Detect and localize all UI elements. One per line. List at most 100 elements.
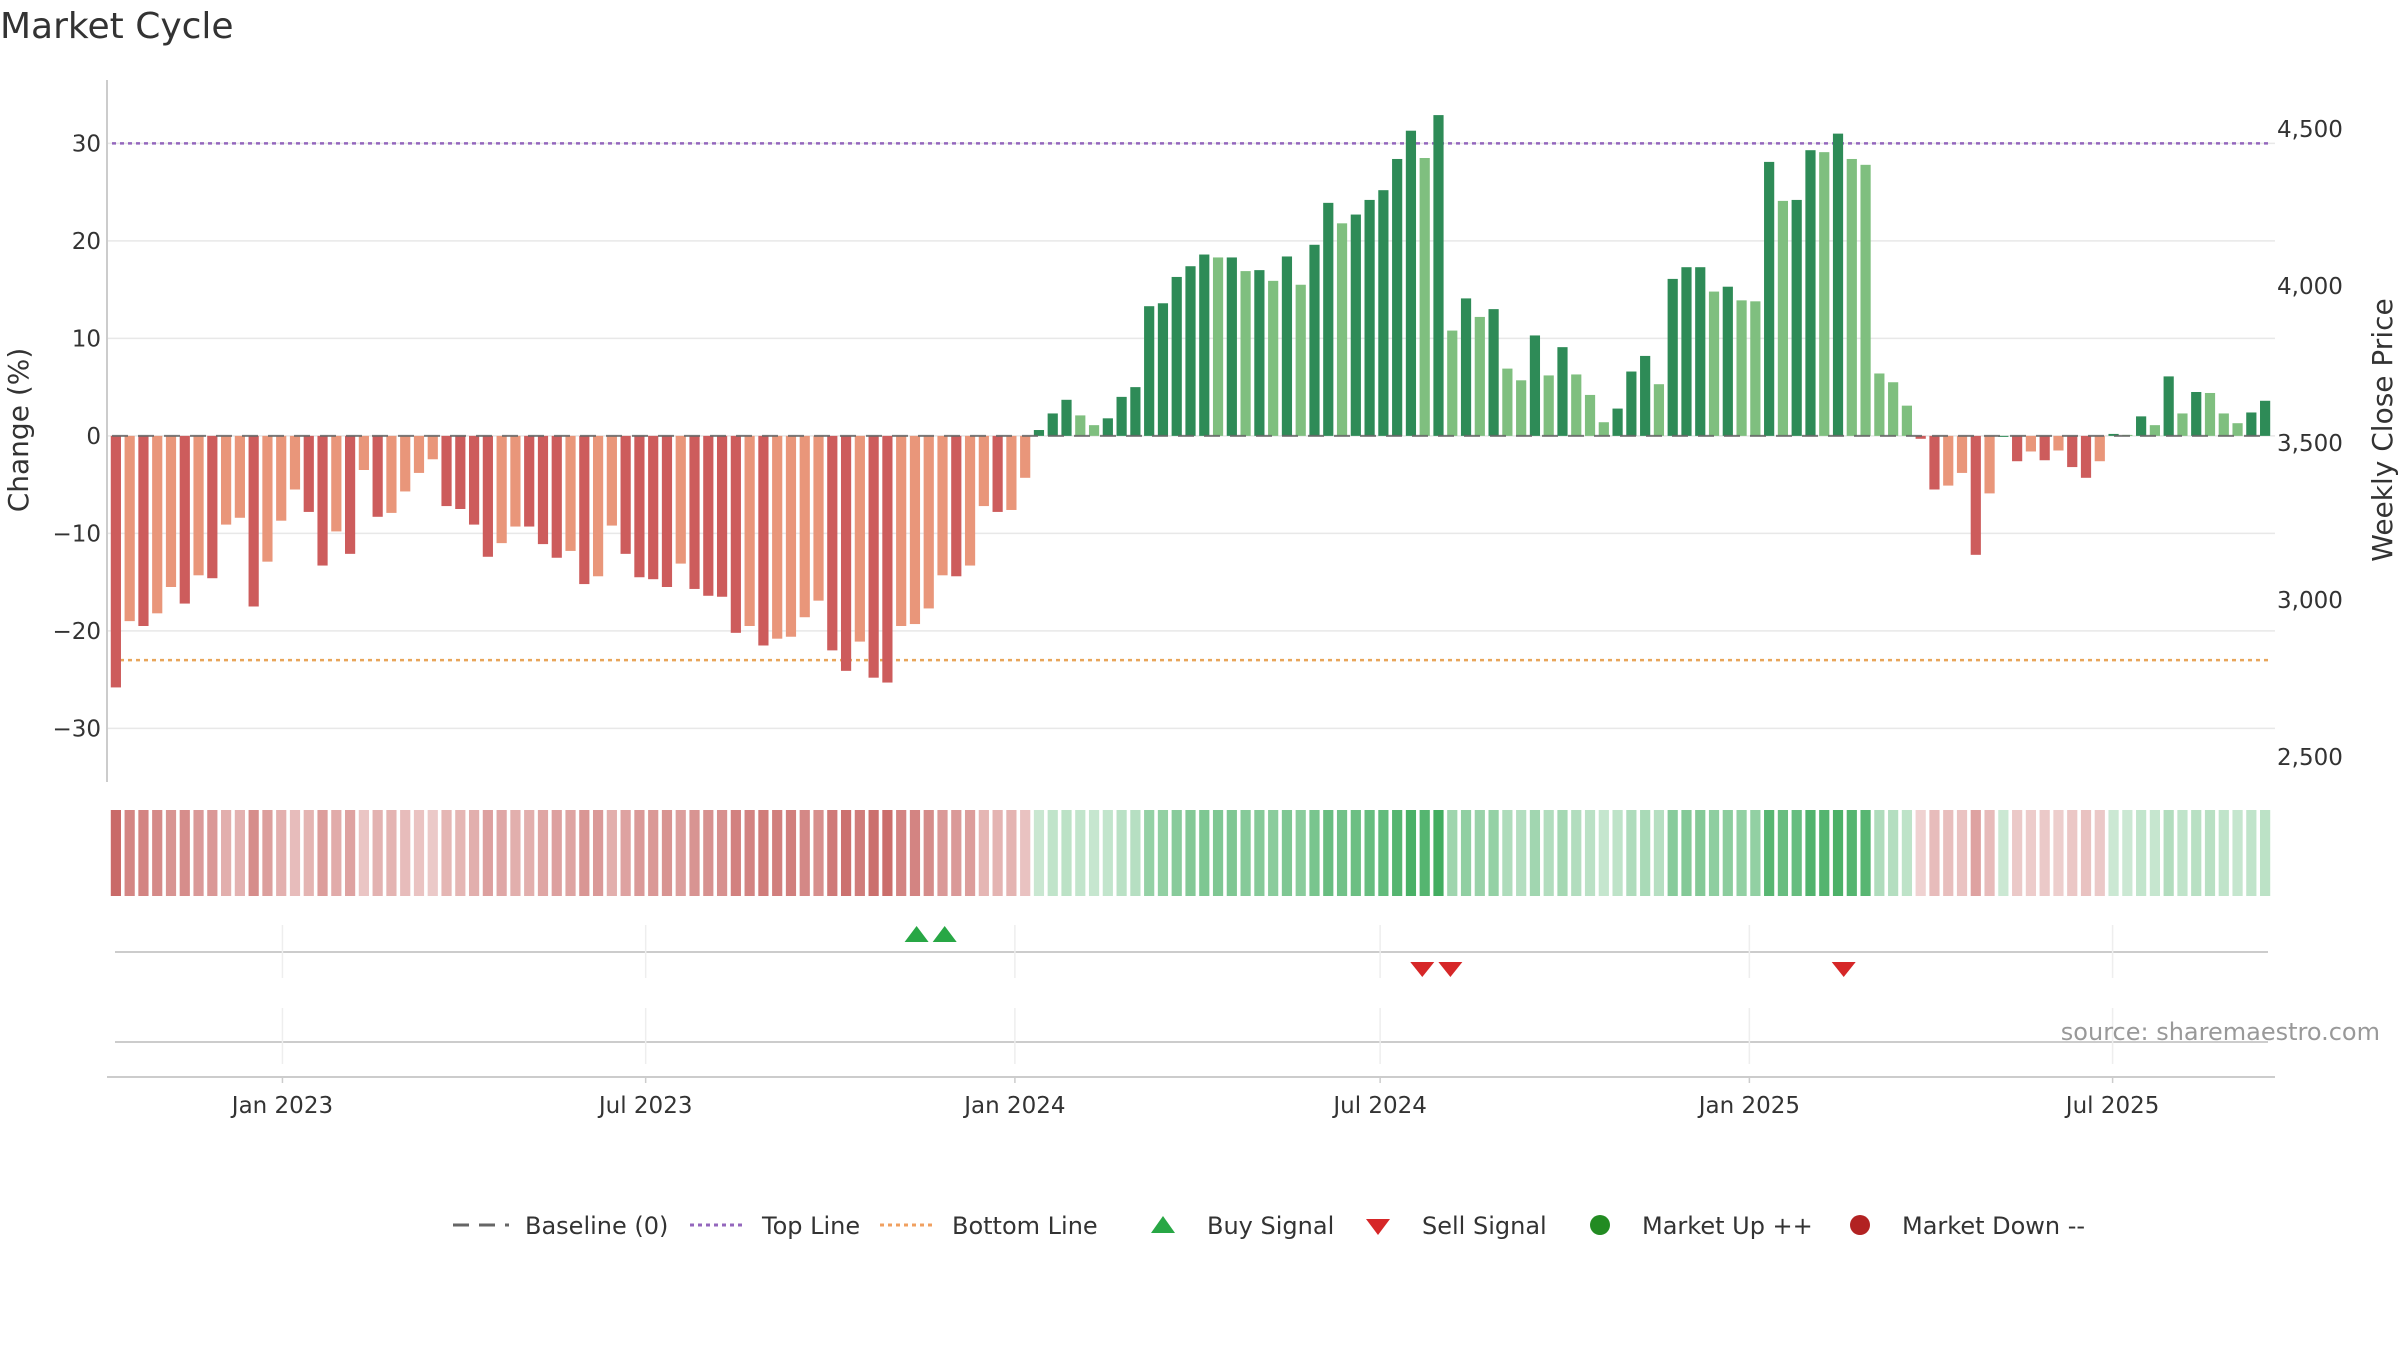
strip-cell bbox=[1626, 810, 1637, 896]
strip-cell bbox=[1764, 810, 1775, 896]
bar bbox=[234, 435, 245, 518]
legend-sell-swatch bbox=[1366, 1219, 1390, 1235]
strip-cell bbox=[565, 810, 576, 896]
bar bbox=[207, 435, 218, 579]
bar bbox=[441, 435, 452, 507]
strip-cell bbox=[716, 810, 728, 896]
bar bbox=[1998, 435, 2009, 437]
strip-cell bbox=[992, 810, 1003, 896]
legend-up-swatch bbox=[1590, 1215, 1610, 1235]
strip-cell bbox=[661, 810, 673, 896]
bar bbox=[2246, 412, 2257, 436]
strip-cell bbox=[1488, 810, 1499, 896]
bar bbox=[386, 435, 397, 513]
bar bbox=[1667, 278, 1678, 436]
bar bbox=[248, 435, 259, 607]
strip-cell bbox=[2039, 810, 2050, 896]
strip-cell bbox=[2246, 810, 2257, 896]
y-tick-label: −10 bbox=[52, 521, 101, 547]
strip-cell bbox=[1061, 810, 1072, 896]
bar bbox=[303, 435, 314, 512]
strip-cell bbox=[455, 810, 466, 896]
strip-cell bbox=[1695, 810, 1706, 896]
y2-tick-label: 4,000 bbox=[2277, 274, 2343, 300]
legend-down-swatch bbox=[1850, 1215, 1870, 1235]
bar bbox=[1171, 276, 1182, 436]
bar bbox=[1364, 199, 1375, 436]
strip-cell bbox=[2067, 810, 2078, 896]
strip-cell bbox=[772, 810, 783, 896]
strip-cell bbox=[744, 810, 755, 896]
strip-cell bbox=[2218, 810, 2229, 896]
bar bbox=[2108, 433, 2119, 436]
bar bbox=[785, 435, 797, 637]
x-tick-label: Jul 2023 bbox=[597, 1093, 693, 1119]
strip-cell bbox=[2163, 810, 2174, 896]
bar bbox=[1750, 301, 1761, 436]
bar bbox=[1033, 430, 1045, 436]
strip-cell bbox=[675, 810, 686, 896]
bar bbox=[1502, 368, 1513, 436]
strip-cell bbox=[179, 810, 190, 896]
y2-tick-label: 3,000 bbox=[2277, 588, 2343, 614]
bar bbox=[937, 435, 948, 576]
bar bbox=[2136, 416, 2147, 436]
strip-cell bbox=[1571, 810, 1582, 896]
strip-cell bbox=[1033, 810, 1045, 896]
strip-cell bbox=[868, 810, 879, 896]
bar bbox=[1984, 435, 1995, 494]
strip-cell bbox=[1984, 810, 1995, 896]
bar bbox=[1047, 413, 1058, 436]
bar bbox=[868, 435, 879, 678]
strip-cell bbox=[372, 810, 383, 896]
strip-cell bbox=[1350, 810, 1361, 896]
bar bbox=[1874, 373, 1885, 436]
strip-cell bbox=[1543, 810, 1554, 896]
strip-cell bbox=[1557, 810, 1568, 896]
bar bbox=[2191, 392, 2202, 436]
strip-cell bbox=[1295, 810, 1306, 896]
bar bbox=[413, 435, 425, 473]
bar bbox=[496, 435, 507, 544]
bar bbox=[1846, 158, 1857, 436]
strip-cell bbox=[1088, 810, 1100, 896]
bar bbox=[2232, 423, 2243, 436]
bar bbox=[482, 435, 493, 557]
strip-cell bbox=[207, 810, 218, 896]
strip-cell bbox=[1226, 810, 1237, 896]
sell-signal-marker bbox=[1831, 962, 1856, 977]
strip-cell bbox=[909, 810, 921, 896]
strip-cell bbox=[923, 810, 934, 896]
strip-cell bbox=[289, 810, 301, 896]
bar bbox=[1819, 152, 1830, 436]
bar bbox=[551, 435, 562, 558]
bar bbox=[703, 435, 714, 596]
bar bbox=[730, 435, 741, 633]
strip-cell bbox=[2094, 810, 2105, 896]
bar bbox=[1695, 267, 1706, 436]
bar bbox=[1529, 335, 1541, 436]
strip-cell bbox=[193, 810, 204, 896]
y-tick-labels: 30 20 10 0 −10 −20 −30 bbox=[52, 131, 101, 742]
bar bbox=[896, 435, 907, 626]
signal-panel bbox=[115, 925, 2268, 978]
strip-cell bbox=[1075, 810, 1086, 896]
strip-cell bbox=[2122, 810, 2133, 896]
bar bbox=[909, 435, 921, 625]
strip-cell bbox=[689, 810, 700, 896]
bar bbox=[1392, 158, 1403, 436]
bar bbox=[2012, 435, 2023, 462]
strip-cell bbox=[276, 810, 287, 896]
bar bbox=[1336, 223, 1348, 436]
chart-title: Market Cycle bbox=[0, 6, 234, 47]
bar bbox=[1295, 284, 1306, 436]
strip-cell bbox=[1157, 810, 1169, 896]
bar bbox=[179, 435, 190, 604]
strip-cell bbox=[2025, 810, 2036, 896]
y2-tick-label: 2,500 bbox=[2277, 745, 2343, 771]
y2-tick-label: 3,500 bbox=[2277, 431, 2343, 457]
strip-cell bbox=[1640, 810, 1651, 896]
bar bbox=[634, 435, 645, 578]
bar bbox=[1199, 254, 1210, 436]
bar bbox=[1488, 309, 1499, 436]
